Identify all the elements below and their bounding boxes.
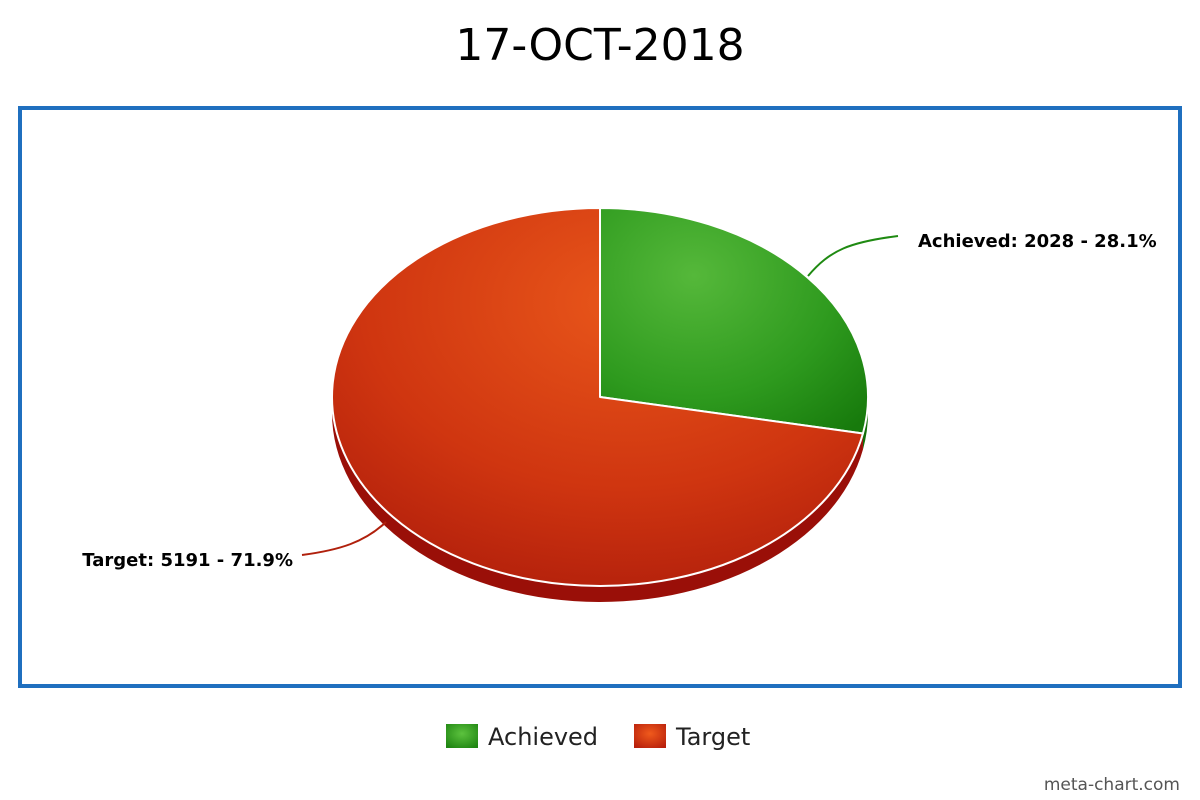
pie-group	[331, 207, 869, 602]
chart-title: 17-OCT-2018	[455, 20, 744, 71]
legend-label-target: Target	[675, 723, 750, 751]
legend-label-achieved: Achieved	[488, 723, 598, 751]
legend: Achieved Target	[446, 723, 750, 751]
slice-label-target: Target: 5191 - 71.9%	[82, 550, 293, 571]
legend-item-achieved[interactable]: Achieved	[446, 723, 598, 751]
legend-item-target[interactable]: Target	[634, 723, 750, 751]
legend-swatch-target	[634, 724, 666, 748]
pie-slice-target[interactable]	[331, 207, 864, 587]
legend-swatch-achieved	[446, 724, 478, 748]
credit-text[interactable]: meta-chart.com	[1044, 775, 1180, 795]
leader-line-achieved	[807, 235, 899, 277]
pie-slice-achieved[interactable]	[599, 207, 869, 435]
leader-line-target	[301, 521, 387, 556]
slice-label-achieved: Achieved: 2028 - 28.1%	[918, 231, 1157, 252]
